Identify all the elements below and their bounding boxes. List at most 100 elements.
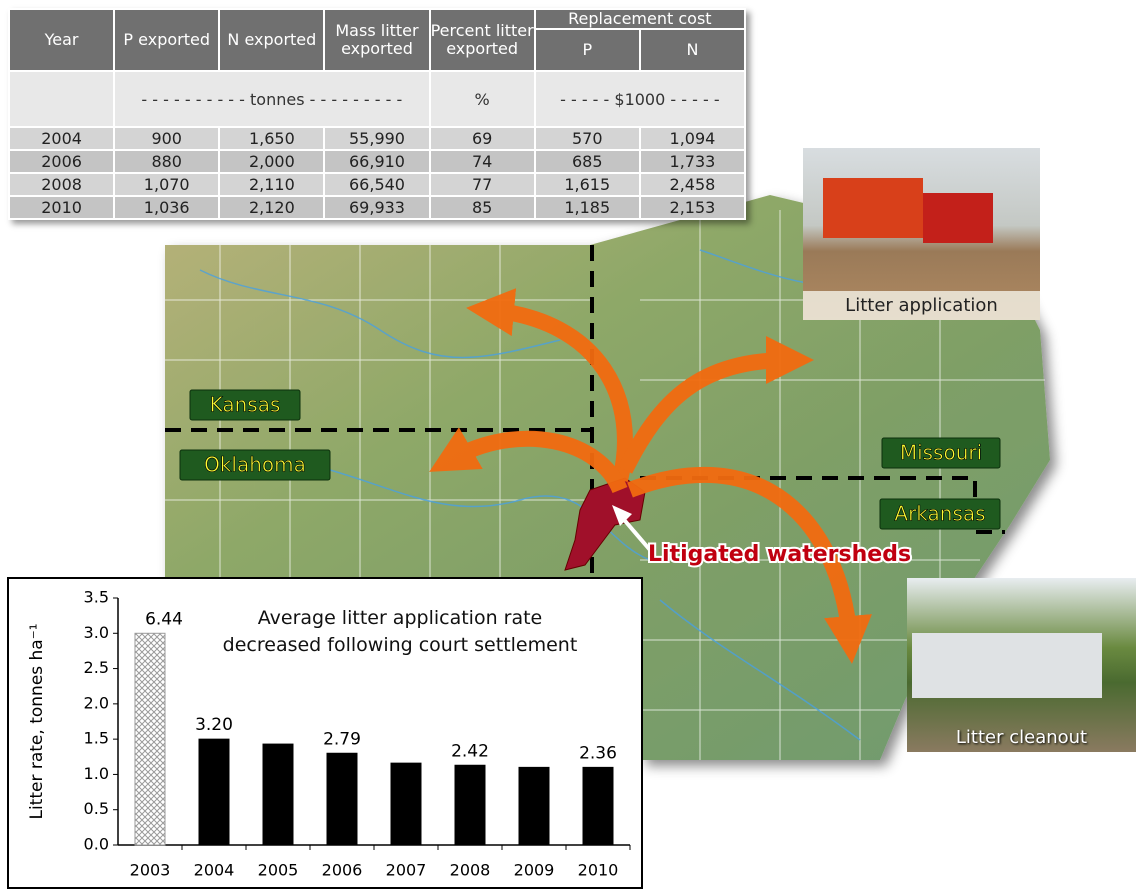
unit-cell: % — [428, 70, 536, 128]
table-cell: 1,615 — [533, 172, 641, 197]
y-tick-label: 0.5 — [84, 799, 109, 818]
bar — [134, 632, 166, 846]
photo-caption: Litter cleanout — [955, 727, 1088, 748]
x-tick-label: 2003 — [130, 861, 171, 880]
y-tick-label: 3.5 — [84, 588, 109, 607]
y-tick-label: 0.0 — [84, 835, 109, 854]
bar — [582, 766, 614, 846]
table-cell: 74 — [428, 149, 536, 174]
table-cell: 2,110 — [218, 172, 326, 197]
bar-label: 6.44 — [145, 609, 183, 629]
year-cell: 2010 — [7, 195, 116, 220]
x-tick-label: 2004 — [194, 861, 235, 880]
bar — [262, 743, 294, 846]
state-label: Arkansas — [894, 502, 985, 526]
state-label-box — [179, 449, 331, 481]
x-tick-label: 2009 — [514, 861, 555, 880]
table-cell: 66,540 — [323, 172, 431, 197]
state-borders — [165, 245, 1005, 580]
photo-application: Litter application — [803, 148, 1040, 320]
x-tick-label: 2007 — [386, 861, 427, 880]
y-tick-label: 2.5 — [84, 658, 109, 677]
bar-label: 3.20 — [195, 715, 233, 735]
unit-cell — [7, 70, 116, 128]
table-cell: 2,000 — [218, 149, 326, 174]
arrows — [429, 288, 872, 664]
unit-cell: - - - - - $1000 - - - - - — [533, 70, 747, 128]
header-cell: P exported — [113, 8, 221, 72]
photo-caption: Litter application — [803, 291, 1040, 320]
spreader — [823, 178, 923, 238]
bar — [198, 738, 230, 846]
bar-label: 2.36 — [579, 743, 617, 763]
units-row: - - - - - - - - - - tonnes - - - - - - -… — [7, 70, 747, 128]
rivers — [199, 249, 901, 741]
table-cell: 69 — [428, 126, 536, 151]
header-row: Year P exported N exported Mass litter expo… — [7, 8, 747, 72]
photo-cleanout: Litter cleanout — [907, 578, 1136, 752]
bar — [454, 764, 486, 846]
callout-arrowhead — [612, 505, 632, 526]
bar — [390, 762, 422, 846]
y-tick-label: 3.0 — [84, 623, 109, 642]
table-cell: 570 — [533, 126, 641, 151]
table-cell: 85 — [428, 195, 536, 220]
table-cell: 66,910 — [323, 149, 431, 174]
table-cell: 1,036 — [113, 195, 221, 220]
table-cell: 1,094 — [638, 126, 747, 151]
chart: 0.0 0.5 1.0 1.5 2.0 2.5 3.0 3.5 Litter rate, ton… — [7, 577, 643, 889]
data-table: Year P exported N exported Mass litter expo… — [7, 8, 747, 220]
data-row: 2004 900 1,650 55,990 69 570 1,094 — [7, 126, 747, 151]
x-tick-label: 2010 — [578, 861, 619, 880]
callout-label: Litigated watersheds — [648, 542, 911, 567]
truck — [912, 633, 1102, 698]
bar-label: 2.42 — [451, 741, 489, 761]
header-cell: Year — [7, 8, 116, 72]
year-cell: 2006 — [7, 149, 116, 174]
table-cell: 880 — [113, 149, 221, 174]
table-cell: 900 — [113, 126, 221, 151]
group-header: Replacement cost — [533, 8, 747, 30]
table-cell: 2,153 — [638, 195, 747, 220]
state-label: Missouri — [900, 441, 982, 465]
header-cell: N exported — [218, 8, 326, 72]
bar — [518, 766, 550, 846]
unit-cell: - - - - - - - - - - tonnes - - - - - - -… — [113, 70, 431, 128]
year-cell: 2008 — [7, 172, 116, 197]
table-cell: 1,733 — [638, 149, 747, 174]
y-tick-label: 2.0 — [84, 693, 109, 712]
table-cell: 2,120 — [218, 195, 326, 220]
table-cell: 55,990 — [323, 126, 431, 151]
table-cell: 685 — [533, 149, 641, 174]
tractor — [923, 193, 993, 243]
table-cell: 77 — [428, 172, 536, 197]
year-cell: 2004 — [7, 126, 116, 151]
y-tick-label: 1.0 — [84, 764, 109, 783]
data-row: 2010 1,036 2,120 69,933 85 1,185 2,153 — [7, 195, 747, 220]
table-cell: 2,458 — [638, 172, 747, 197]
table-cell: 1,185 — [533, 195, 641, 220]
table-cell: 1,650 — [218, 126, 326, 151]
data-row: 2008 1,070 2,110 66,540 77 1,615 2,458 — [7, 172, 747, 197]
data-row: 2006 880 2,000 66,910 74 685 1,733 — [7, 149, 747, 174]
x-tick-label: 2008 — [450, 861, 491, 880]
y-tick-label: 1.5 — [84, 729, 109, 748]
bar — [326, 752, 358, 846]
state-label-box — [881, 437, 1001, 469]
sub-header: N — [638, 28, 747, 72]
state-label-box — [189, 389, 301, 421]
state-label: Kansas — [210, 393, 281, 417]
state-label-box — [879, 498, 1001, 530]
state-label: Oklahoma — [204, 453, 306, 477]
header-cell: Percent litter exported — [428, 8, 536, 72]
header-cell: Mass litter exported — [323, 8, 431, 72]
table-cell: 1,070 — [113, 172, 221, 197]
sub-header: P — [533, 28, 641, 72]
y-axis-label: Litter rate, tonnes ha⁻¹ — [27, 623, 47, 819]
chart-title: Average litter application rate decrease… — [222, 607, 578, 656]
table-cell: 69,933 — [323, 195, 431, 220]
bar-label: 2.79 — [323, 729, 361, 749]
